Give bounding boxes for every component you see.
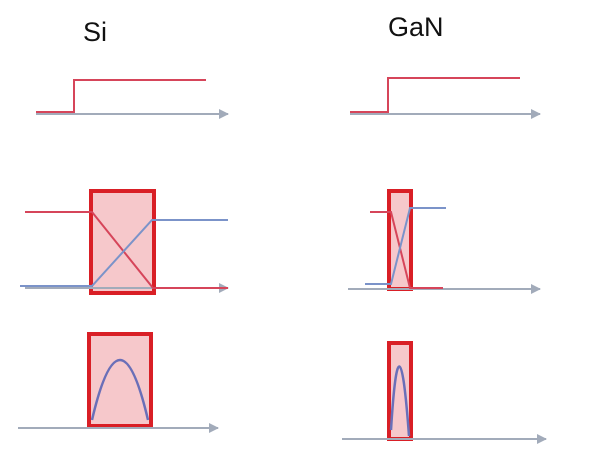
- si-title: Si: [83, 17, 108, 47]
- gan-loss-curve: [389, 365, 411, 437]
- si-loss: [18, 332, 219, 433]
- si-gate-step: [36, 79, 206, 113]
- gan-gate-step: [350, 77, 520, 113]
- gan-transition-box: [387, 189, 413, 291]
- gan-transition: [348, 189, 541, 294]
- si-current-curve: [20, 219, 228, 287]
- gan-gate-signal: [350, 77, 541, 119]
- gan-current-curve: [365, 207, 446, 285]
- si-loss-box: [87, 332, 153, 428]
- si-loss-curve: [90, 358, 150, 421]
- si-transition: [20, 189, 229, 295]
- gan-title: GaN: [388, 12, 444, 42]
- si-voltage-curve: [25, 211, 228, 289]
- gan-loss: [342, 341, 547, 444]
- si-gate-signal: [36, 79, 229, 119]
